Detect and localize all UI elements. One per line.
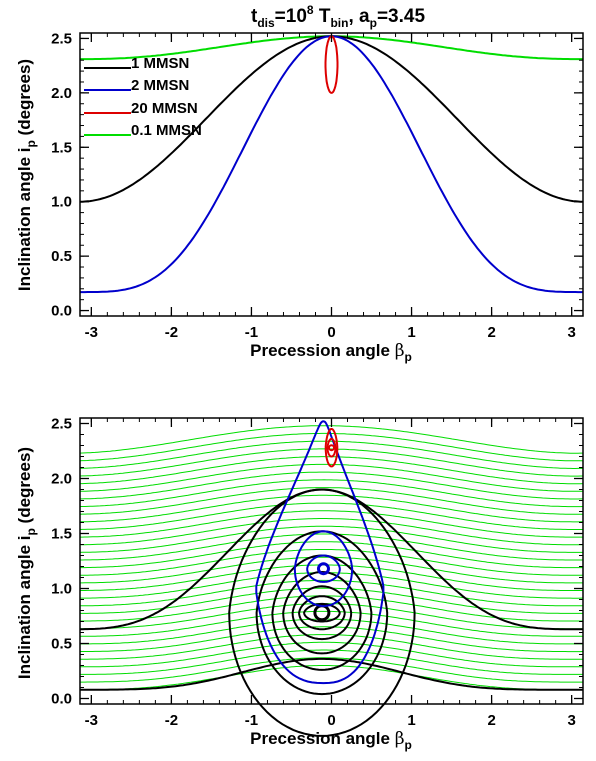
black-closed-orbit — [303, 602, 341, 623]
x-tick-label: 0 — [327, 712, 335, 729]
series-line-2mmsn — [80, 35, 583, 294]
x-tick-label: 3 — [567, 712, 575, 729]
plot-frame — [79, 32, 584, 317]
black-closed-orbit — [282, 570, 362, 655]
x-tick-label: 2 — [487, 324, 495, 341]
green-trajectory — [80, 541, 583, 569]
green-trajectory — [80, 657, 583, 683]
green-trajectory — [79, 463, 583, 492]
green-trajectory — [80, 510, 583, 538]
legend-label-20mmsn: 20 MMSN — [131, 100, 198, 117]
black-closed-orbit — [298, 595, 346, 631]
black-closed-orbit — [228, 488, 416, 737]
y-axis-label: Inclination angle ip (degrees) — [15, 59, 38, 291]
black-trajectory — [80, 657, 583, 691]
x-tick-label: 1 — [407, 712, 415, 729]
blue-orbit-core — [316, 562, 330, 576]
green-trajectory — [80, 479, 584, 508]
y-tick-label: 1.0 — [51, 194, 72, 211]
green-trajectory — [80, 549, 584, 576]
green-trajectory — [80, 649, 583, 675]
black-closed-orbit — [255, 530, 389, 696]
green-trajectory — [80, 603, 583, 630]
x-tick-label: 0 — [327, 324, 335, 341]
green-trajectory — [79, 432, 584, 462]
blue-closed-orbit — [293, 530, 354, 608]
y-tick-label: 2.0 — [51, 471, 72, 488]
legend-label-2mmsn: 2 MMSN — [131, 77, 189, 94]
y-tick-label: 0.0 — [51, 303, 72, 320]
x-tick-label: -3 — [85, 712, 98, 729]
y-tick-label: 1.0 — [51, 581, 72, 598]
green-trajectory — [80, 641, 583, 668]
x-tick-label: -3 — [85, 324, 98, 341]
green-trajectory — [79, 525, 583, 553]
x-tick-label: 2 — [487, 712, 495, 729]
y-tick-label: 0.5 — [51, 248, 72, 265]
green-trajectory — [80, 595, 583, 622]
x-tick-label: -2 — [165, 712, 178, 729]
black-closed-orbit — [271, 554, 373, 671]
green-trajectory — [80, 634, 583, 660]
y-tick-label: 1.5 — [51, 139, 72, 156]
y-tick-label: 2.5 — [51, 30, 72, 47]
y-tick-label: 0.5 — [51, 636, 72, 653]
green-trajectory — [79, 448, 583, 477]
green-trajectory — [80, 665, 583, 691]
x-tick-label: -2 — [165, 324, 178, 341]
legend-label-01mmsn: 0.1 MMSN — [131, 122, 202, 139]
blue-closed-orbit — [255, 420, 385, 685]
green-trajectory — [80, 587, 583, 614]
green-trajectory — [80, 494, 583, 523]
chart-title: tdis=108 Tbin, ap=3.45 — [251, 3, 425, 30]
series-line-20mmsn — [324, 35, 339, 94]
bottom-panel: -3 -2 -1 0 1 2 3 0.0 0.5 1.0 1.5 2.0 2.5 Precession … — [15, 416, 584, 752]
legend-label-1mmsn: 1 MMSN — [131, 55, 189, 72]
y-axis-label: Inclination angle ip (degrees) — [15, 447, 38, 679]
green-trajectory — [80, 579, 583, 607]
green-trajectory — [80, 626, 584, 653]
x-axis-label: Precession angle βp — [250, 729, 412, 752]
x-tick-label: 1 — [407, 324, 415, 341]
legend: 1 MMSN 2 MMSN 20 MMSN 0.1 MMSN — [84, 55, 202, 139]
y-tick-label: 2.0 — [51, 85, 72, 102]
y-tick-label: 0.0 — [51, 691, 72, 708]
green-trajectory — [80, 610, 583, 637]
green-trajectory — [80, 518, 583, 546]
x-axis-label: Precession angle βp — [250, 341, 412, 364]
red-orbit-core — [328, 444, 335, 452]
y-tick-label: 1.5 — [51, 526, 72, 543]
top-panel: tdis=108 Tbin, ap=3.45 -3 -2 -1 0 1 2 3 0.0 0.5 1… — [15, 3, 584, 364]
green-trajectory — [79, 502, 583, 530]
x-tick-label: -1 — [245, 712, 258, 729]
x-tick-label: -1 — [245, 324, 258, 341]
x-tick-label: 3 — [567, 324, 575, 341]
red-closed-orbit — [326, 437, 337, 458]
black-orbit-core — [313, 604, 331, 622]
blue-closed-orbit — [306, 554, 341, 583]
black-closed-orbit — [291, 585, 353, 641]
red-closed-orbit — [324, 428, 339, 468]
green-trajectory — [79, 487, 583, 515]
green-trajectory — [79, 440, 583, 469]
green-trajectory — [80, 572, 583, 599]
green-trajectory — [80, 564, 583, 591]
green-trajectory — [80, 471, 583, 500]
y-tick-label: 2.5 — [51, 416, 72, 433]
